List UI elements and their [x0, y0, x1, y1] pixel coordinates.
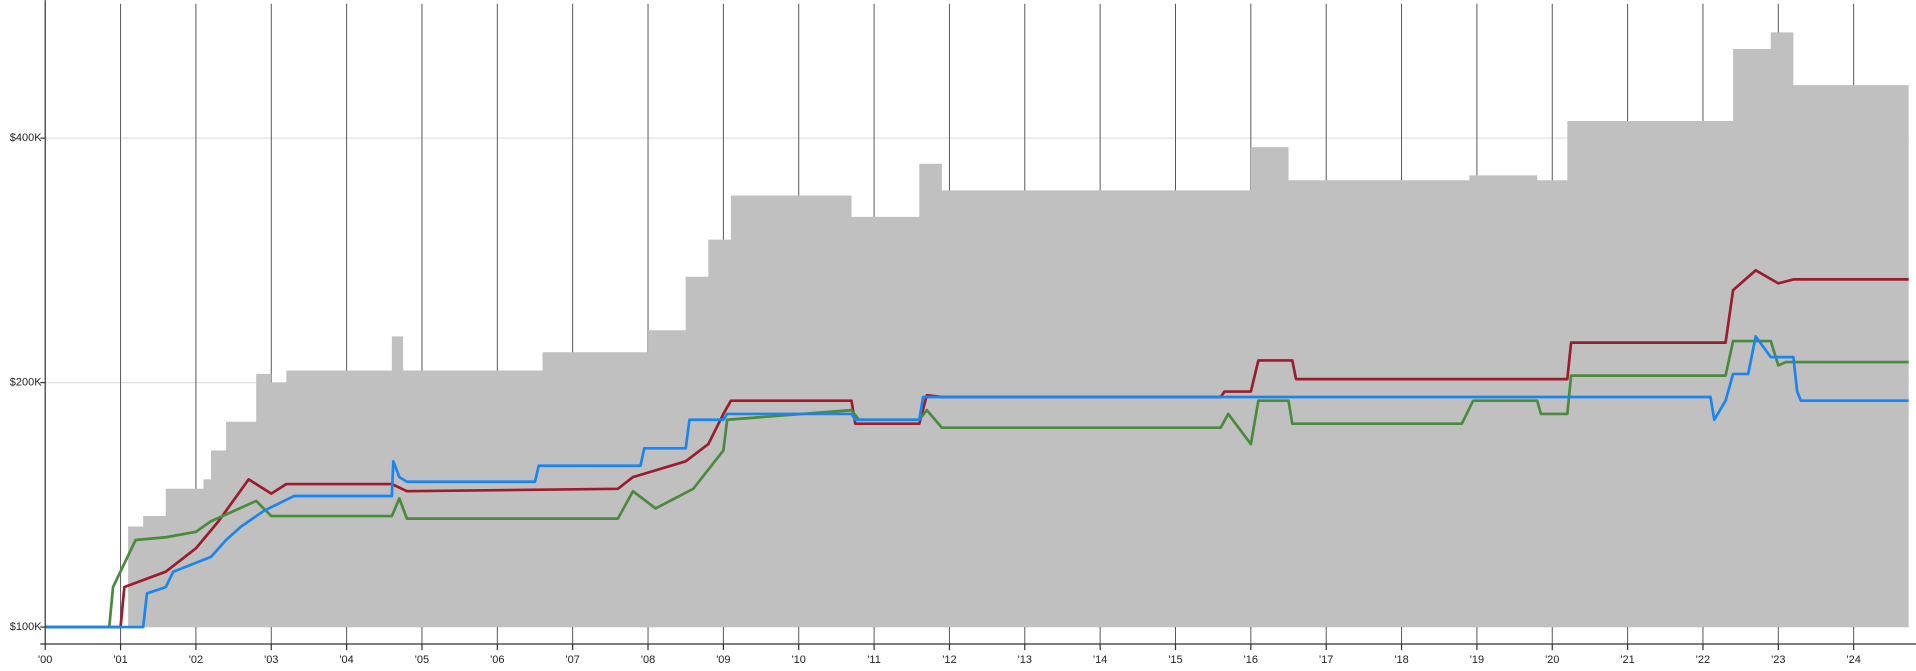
x-tick-label: '06: [490, 654, 504, 666]
x-tick-label: '00: [38, 654, 52, 666]
y-tick-label: $200K: [10, 377, 42, 389]
x-tick-label: '22: [1696, 654, 1710, 666]
line: [45, 335, 1909, 629]
x-tick-label: '14: [1093, 654, 1107, 666]
x-tick-label: '18: [1394, 654, 1408, 666]
x-tick-label: '11: [867, 654, 881, 666]
x-tick-label: '01: [113, 654, 127, 666]
x-tick-label: '17: [1319, 654, 1333, 666]
area: [45, 32, 1909, 628]
x-tick-label: '07: [566, 654, 580, 666]
x-tick-label: '08: [641, 654, 655, 666]
x-tick-label: '16: [1244, 654, 1258, 666]
x-tick-label: '20: [1545, 654, 1559, 666]
x-tick-label: '15: [1168, 654, 1182, 666]
x-tick-label: '04: [339, 654, 353, 666]
x-tick-label: '12: [942, 654, 956, 666]
x-tick-label: '21: [1620, 654, 1634, 666]
x-tick-label: '24: [1846, 654, 1860, 666]
x-tick-label: '13: [1018, 654, 1032, 666]
x-tick-label: '05: [415, 654, 429, 666]
x-tick-label: '02: [189, 654, 203, 666]
x-tick-label: '23: [1771, 654, 1785, 666]
x-tick-label: '09: [716, 654, 730, 666]
y-tick-label: $400K: [10, 132, 42, 144]
x-tick-label: '19: [1470, 654, 1484, 666]
x-tick-label: '10: [792, 654, 806, 666]
y-tick-label: $100K: [10, 621, 42, 633]
x-tick-label: '03: [264, 654, 278, 666]
